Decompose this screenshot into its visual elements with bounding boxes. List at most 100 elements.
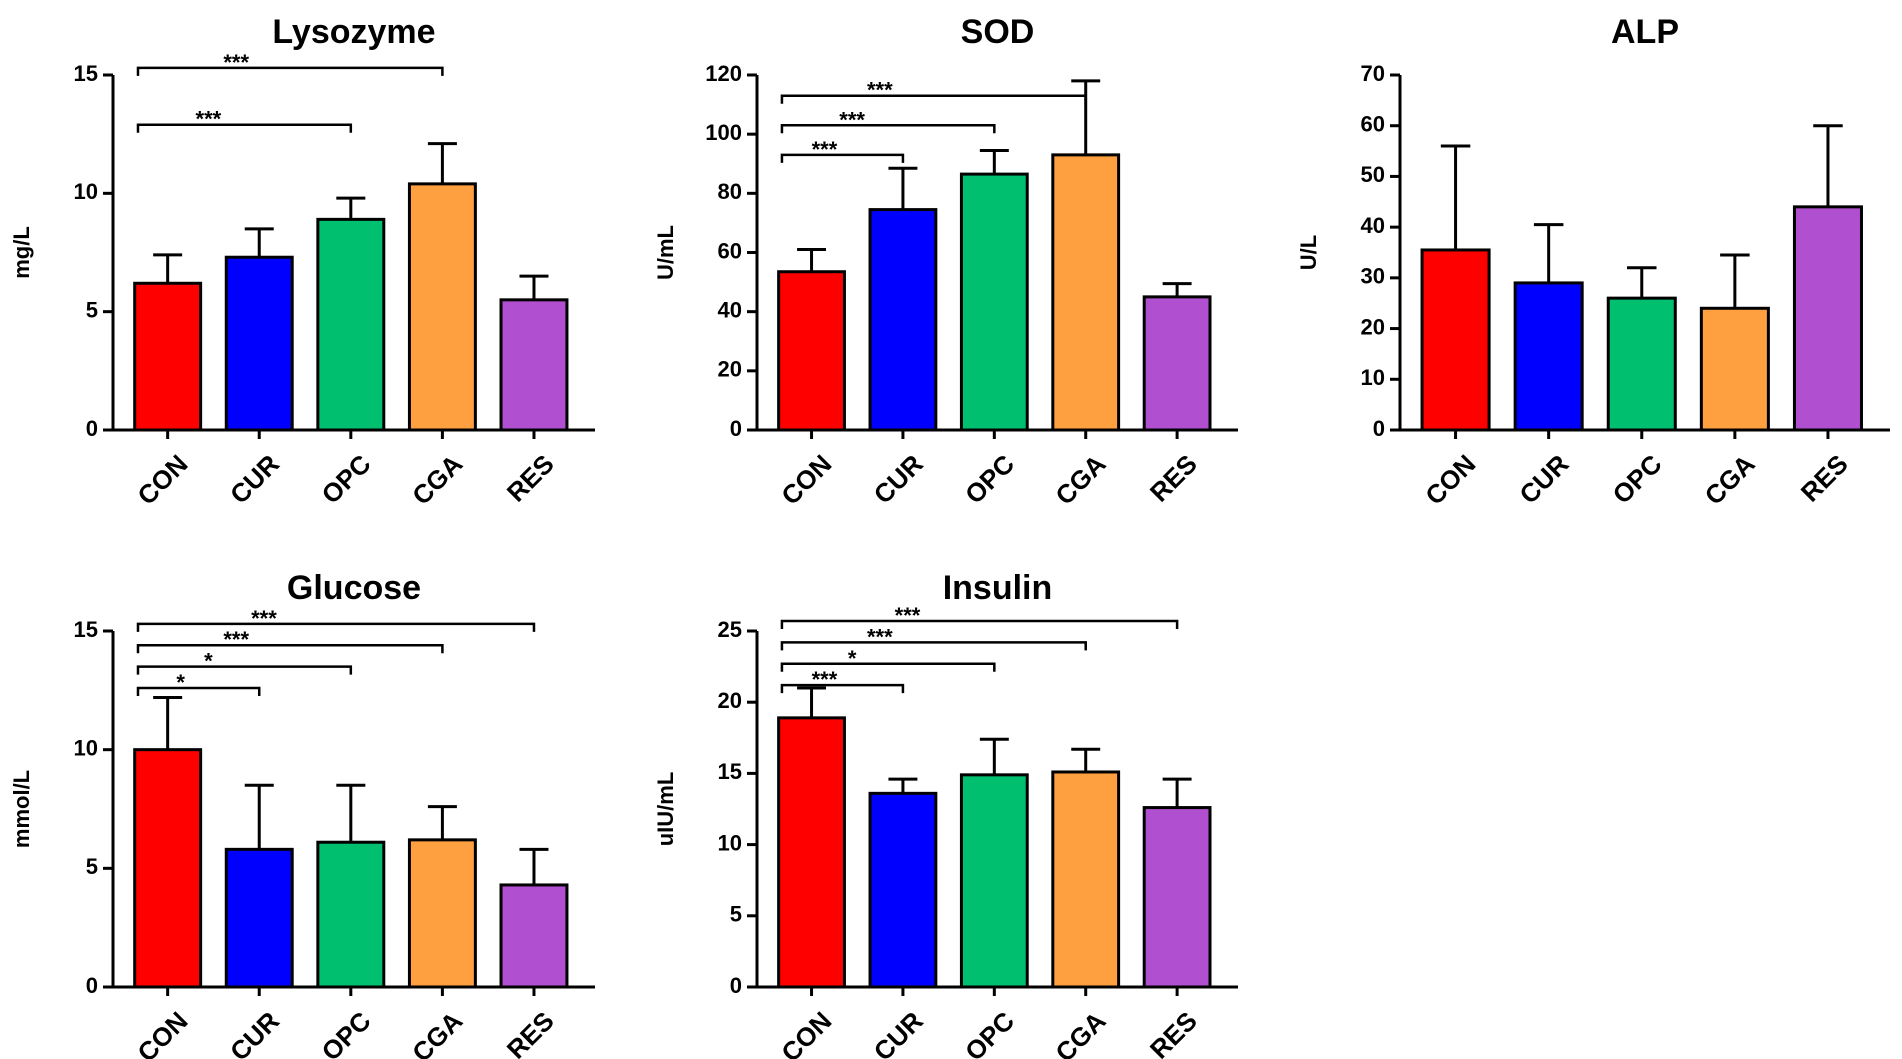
significance-bracket xyxy=(780,641,1087,651)
x-category-label: CGA xyxy=(1699,448,1761,510)
y-tick-label: 120 xyxy=(705,61,742,86)
bar-con xyxy=(133,281,203,432)
bar-opc xyxy=(959,172,1029,432)
y-tick-label: 40 xyxy=(1361,213,1385,238)
y-tick-label: 10 xyxy=(74,179,98,204)
x-category-label: OPC xyxy=(1607,448,1668,509)
bar-cga xyxy=(1699,306,1770,432)
bar-opc xyxy=(316,840,386,989)
bar-cur xyxy=(868,208,938,432)
significance-bracket xyxy=(780,153,905,163)
y-tick-label: 0 xyxy=(86,973,98,998)
y-tick-label: 10 xyxy=(718,830,742,855)
x-category-label: RES xyxy=(501,1006,560,1059)
bar-con xyxy=(133,748,203,989)
significance-label: *** xyxy=(812,137,838,162)
bar-con xyxy=(777,716,846,989)
y-axis-label: uIU/mL xyxy=(653,772,678,847)
y-tick-label: 20 xyxy=(718,688,742,713)
y-tick-label: 0 xyxy=(1373,416,1385,441)
y-tick-label: 100 xyxy=(705,120,742,145)
bar-cur xyxy=(1513,281,1584,432)
significance-bracket xyxy=(780,619,1179,630)
y-tick-label: 20 xyxy=(718,357,742,382)
significance-bracket xyxy=(780,683,905,694)
x-category-label: CUR xyxy=(224,1005,285,1059)
bar-cur xyxy=(868,791,938,989)
significance-bracket xyxy=(780,662,996,672)
x-category-label: CUR xyxy=(224,448,285,509)
x-category-label: CUR xyxy=(868,1005,929,1059)
significance-bracket xyxy=(136,622,536,632)
y-tick-label: 15 xyxy=(718,759,742,784)
y-tick-label: 70 xyxy=(1361,61,1385,86)
bar-res xyxy=(1792,205,1863,432)
x-category-label: CUR xyxy=(1513,448,1574,509)
y-tick-label: 10 xyxy=(1361,365,1385,390)
chart-title: Insulin xyxy=(943,569,1053,607)
chart-title: Glucose xyxy=(287,569,421,607)
significance-label: * xyxy=(848,646,857,671)
y-axis-label: mmol/L xyxy=(9,770,34,848)
x-category-label: RES xyxy=(1144,449,1203,508)
bar-cga xyxy=(1051,770,1121,989)
y-tick-label: 60 xyxy=(718,238,742,263)
y-tick-label: 80 xyxy=(718,179,742,204)
significance-label: * xyxy=(204,649,213,674)
x-category-label: CON xyxy=(131,1006,193,1059)
bar-cur xyxy=(224,255,294,432)
y-tick-label: 0 xyxy=(730,973,742,998)
x-category-label: OPC xyxy=(316,448,377,509)
y-tick-label: 0 xyxy=(730,416,742,441)
x-category-label: RES xyxy=(1144,1006,1203,1059)
significance-bracket xyxy=(136,665,353,675)
x-category-label: CON xyxy=(775,449,837,511)
x-category-label: OPC xyxy=(316,1005,377,1059)
y-tick-label: 20 xyxy=(1361,314,1385,339)
y-tick-label: 10 xyxy=(74,735,98,760)
significance-bracket xyxy=(780,94,1087,104)
significance-bracket xyxy=(136,643,444,654)
x-category-label: OPC xyxy=(959,448,1020,509)
bar-cur xyxy=(224,847,294,989)
significance-bracket xyxy=(136,123,353,133)
y-axis-label: mg/L xyxy=(9,226,34,279)
y-tick-label: 30 xyxy=(1361,264,1385,289)
x-category-label: OPC xyxy=(959,1005,1020,1059)
significance-label: * xyxy=(176,670,185,695)
x-category-label: CON xyxy=(775,1006,837,1059)
bar-cga xyxy=(407,182,477,432)
y-tick-label: 15 xyxy=(74,61,98,86)
bar-cga xyxy=(1051,153,1121,432)
chart-panel-lysozyme: Lysozyme mg/L 0 5 10 15 CON CUR OPC CGA RES *** *** xyxy=(9,13,595,511)
bar-res xyxy=(499,883,569,989)
significance-bracket xyxy=(136,686,261,696)
x-category-label: CON xyxy=(131,449,193,511)
significance-label: *** xyxy=(867,624,893,649)
bar-opc xyxy=(316,217,386,432)
x-category-label: CGA xyxy=(406,448,468,510)
y-tick-label: 25 xyxy=(718,617,742,642)
bar-cga xyxy=(407,838,477,989)
x-category-label: CGA xyxy=(1049,1005,1111,1059)
bar-opc xyxy=(959,773,1029,989)
bar-opc xyxy=(1606,296,1677,432)
significance-label: *** xyxy=(895,603,921,628)
x-category-label: RES xyxy=(1795,449,1854,508)
significance-label: *** xyxy=(196,107,222,132)
y-tick-label: 5 xyxy=(86,297,98,322)
significance-bracket xyxy=(780,124,996,134)
y-tick-label: 0 xyxy=(86,416,98,441)
bar-res xyxy=(1142,806,1212,989)
chart-panel-sod: SOD U/mL 0 20 40 60 80 100 120 CON CUR OPC CGA RES ***… xyxy=(653,13,1238,511)
x-category-label: RES xyxy=(501,449,560,508)
chart-title: Lysozyme xyxy=(272,13,435,51)
y-tick-label: 5 xyxy=(730,902,742,927)
bar-res xyxy=(499,298,569,432)
significance-label: *** xyxy=(251,606,277,631)
x-category-label: CUR xyxy=(868,448,929,509)
significance-label: *** xyxy=(223,627,249,652)
